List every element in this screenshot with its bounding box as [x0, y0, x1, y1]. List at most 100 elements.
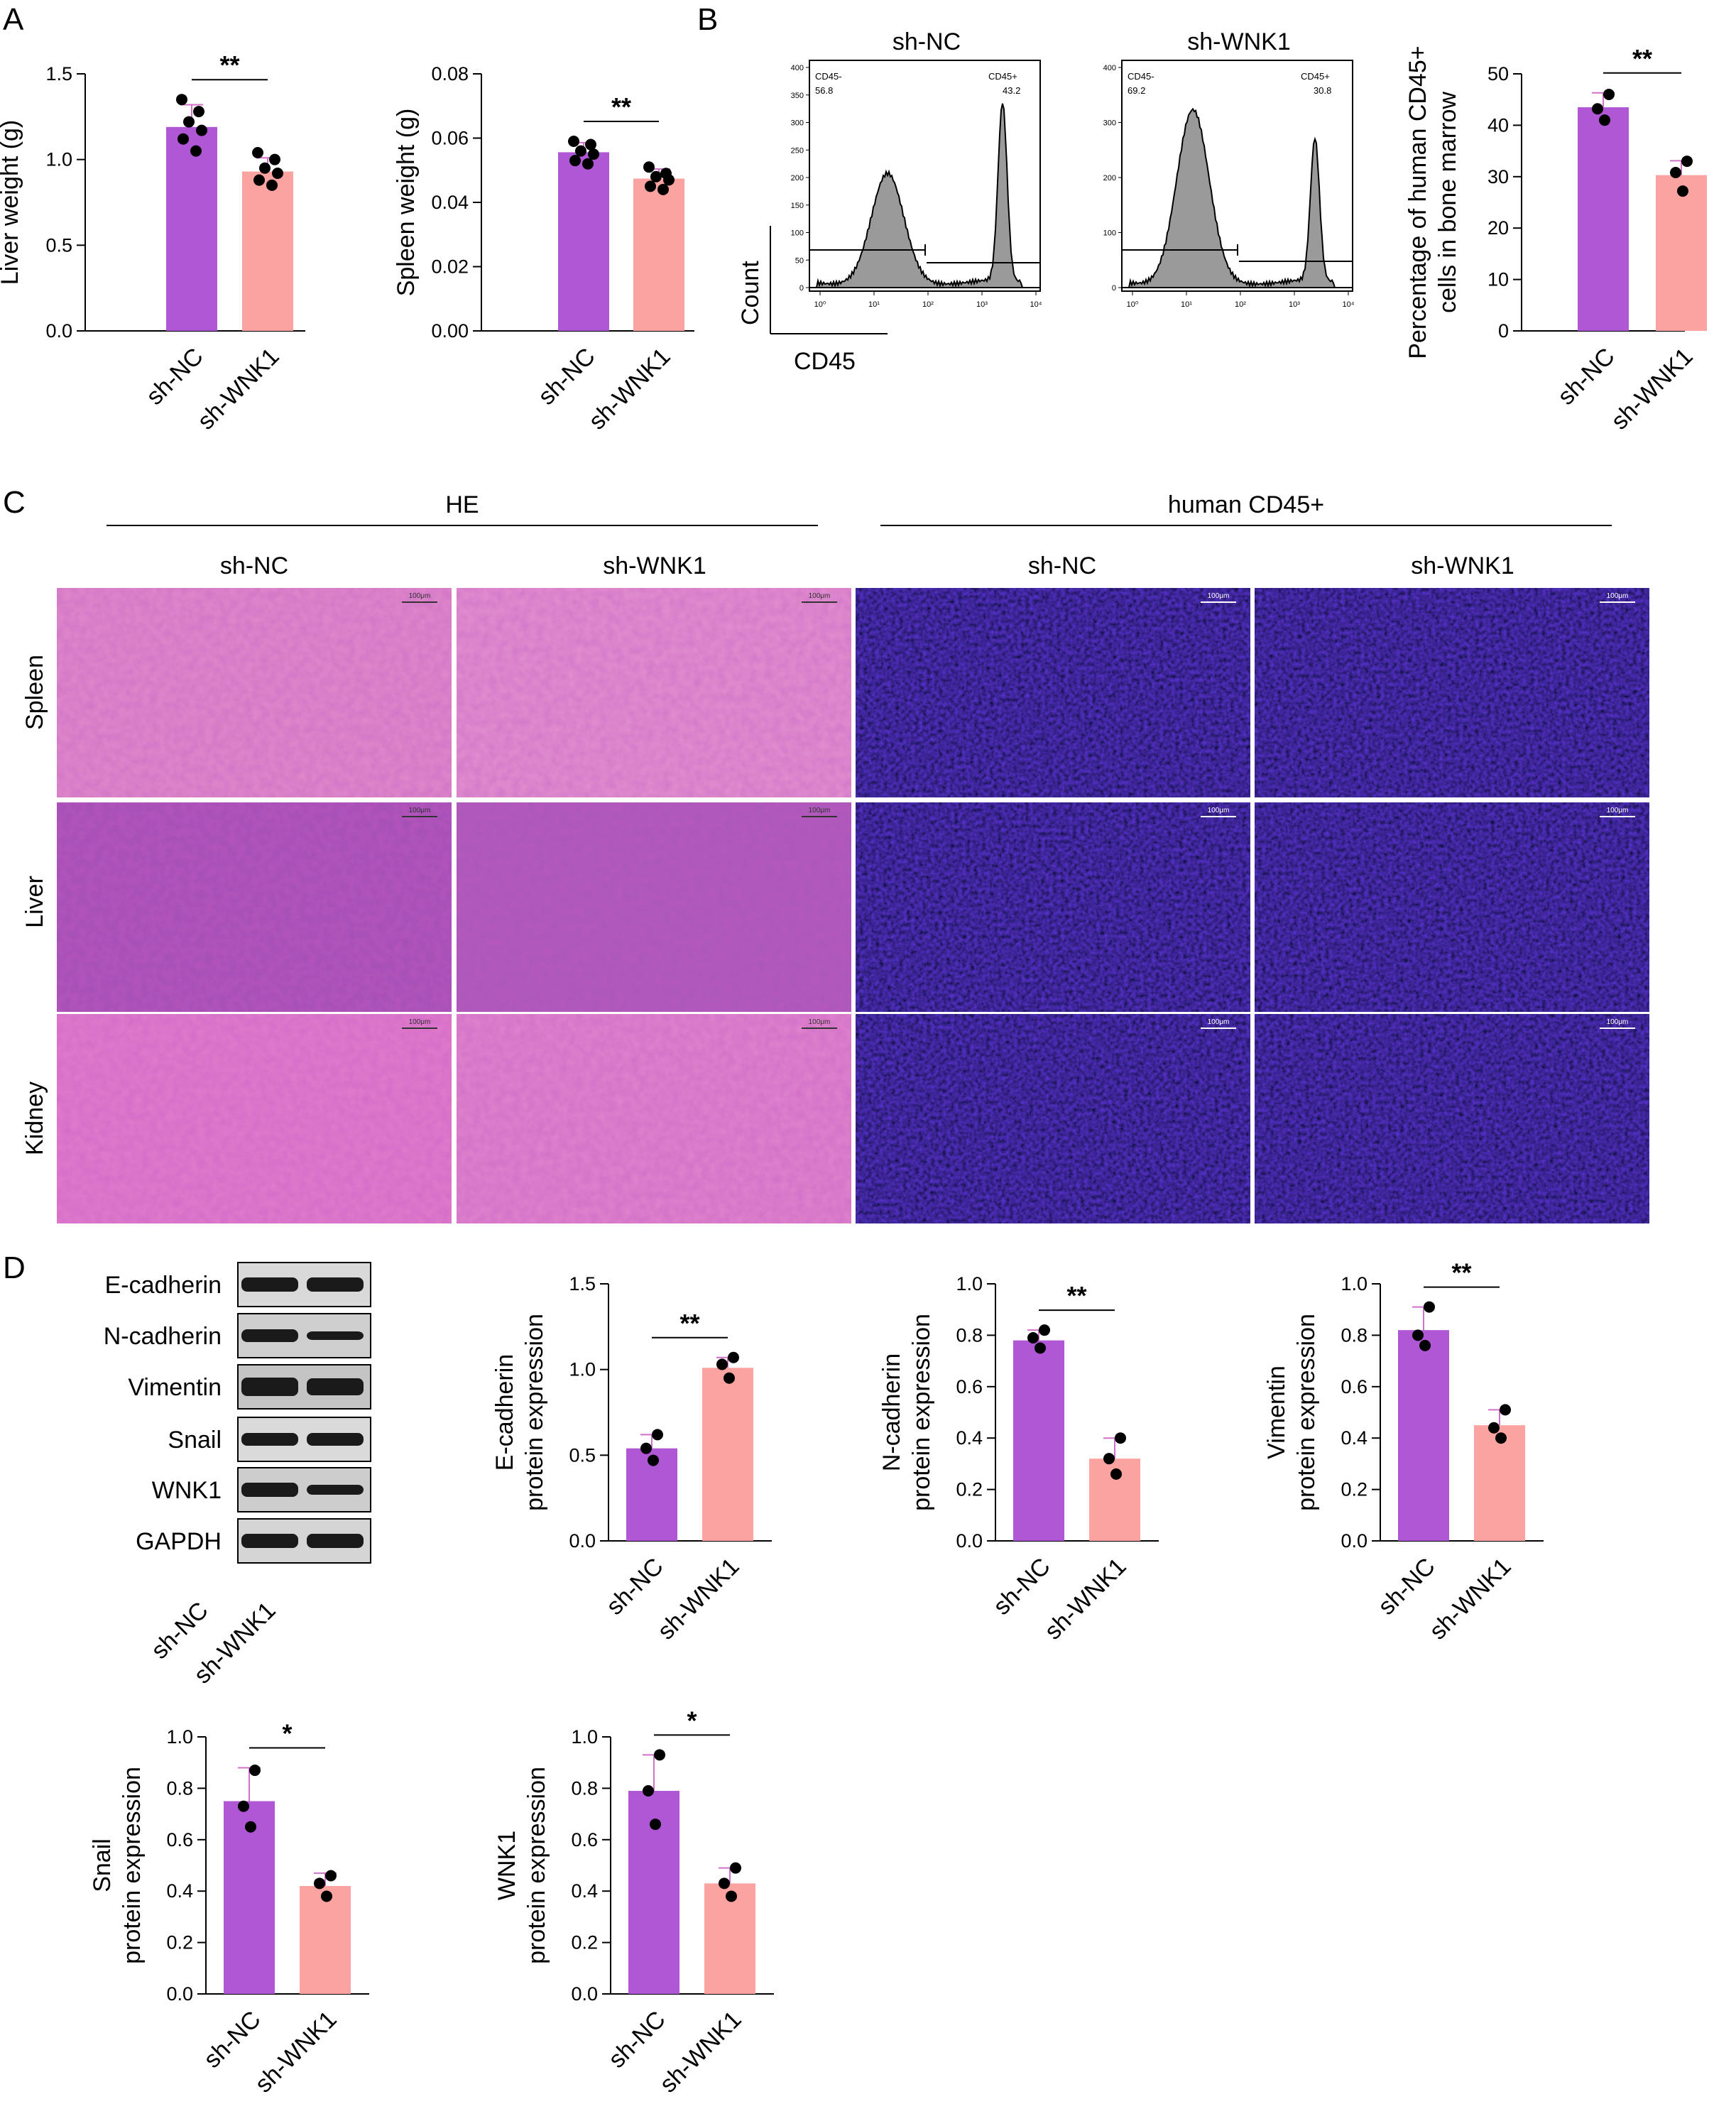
y-tick-label: 0.00: [431, 320, 469, 342]
data-point: [1103, 1453, 1115, 1465]
y-axis-title: protein expression: [908, 1314, 935, 1511]
flow-title-sh-nc: sh-NC: [892, 28, 961, 55]
flow-x-tick-label: 10³: [1289, 300, 1300, 309]
flow-x-tick-label: 10⁴: [1343, 300, 1355, 309]
scale-bar-label: 100μm: [409, 1018, 431, 1026]
panel-letter-a: A: [3, 2, 24, 37]
significance-marker: **: [1632, 44, 1652, 73]
histology-panel: HE human CD45+ sh-NC sh-WNK1 sh-NC sh-WN…: [21, 491, 1649, 1223]
gate-neg-value-sh-nc: 56.8: [815, 85, 833, 96]
y-axis-title: Snail: [89, 1838, 116, 1892]
data-point: [1412, 1329, 1424, 1341]
flow-title-sh-wnk1: sh-WNK1: [1187, 28, 1290, 55]
gate-neg-value-sh-wnk1: 69.2: [1128, 85, 1145, 96]
y-axis-title: Liver weight (g): [0, 120, 23, 285]
y-tick-label: 1.0: [571, 1726, 598, 1748]
data-point: [249, 1765, 261, 1777]
micrograph-kidney-cd45-sh-wnk1: [1255, 1014, 1649, 1223]
y-tick-label: 0.2: [956, 1479, 983, 1500]
y-tick-label: 0.8: [571, 1777, 598, 1799]
y-tick-label: 1.5: [569, 1273, 596, 1294]
micrograph-kidney-he-sh-nc: [57, 1014, 452, 1223]
blot-band: [241, 1433, 298, 1446]
y-axis-title: E-cadherin: [491, 1354, 518, 1471]
western-blot: E-cadherin N-cadherin Vimentin Snail WNK1 GAP…: [104, 1262, 371, 1689]
flow-cytometry-panel: sh-NC sh-WNK1 0 50 100 150 200 250 300 350 400 10…: [737, 28, 1355, 375]
x-category-label: sh-WNK1: [1039, 1553, 1132, 1645]
significance-marker: *: [282, 1718, 292, 1748]
histology-col-he-sh-wnk1: sh-WNK1: [603, 552, 706, 579]
flow-frame-sh-nc: [809, 60, 1041, 292]
flow-y-tick-label: 300: [791, 119, 804, 128]
data-point: [1419, 1339, 1431, 1351]
significance-marker: *: [687, 1706, 697, 1735]
significance-marker: **: [1066, 1281, 1086, 1310]
x-category-label: sh-NC: [199, 2006, 266, 2073]
data-point: [193, 106, 204, 118]
flow-x-tick-label: 10⁰: [814, 300, 826, 309]
bar-sh-wnk1: [300, 1885, 351, 1994]
blot-label-snail: Snail: [168, 1427, 222, 1454]
flow-x-tick-label: 10²: [922, 300, 934, 309]
data-point: [1110, 1468, 1122, 1480]
gate-pos-label-sh-wnk1: CD45+: [1301, 71, 1330, 82]
flow-x-tick-label: 10³: [976, 300, 988, 309]
panel-letter-c: C: [3, 485, 26, 520]
blot-label-wnk1: WNK1: [152, 1477, 222, 1504]
data-point: [1681, 156, 1693, 168]
blot-label-n-cadherin: N-cadherin: [104, 1323, 222, 1350]
bar-chart-vimentin: 0.0 0.2 0.4 0.6 0.8 1.0 Vimentin protein expres…: [1263, 1258, 1544, 1645]
bar-sh-wnk1: [1474, 1425, 1525, 1541]
x-category-label: sh-WNK1: [192, 343, 285, 435]
y-tick-label: 0.02: [431, 256, 469, 278]
x-category-label: sh-NC: [141, 343, 209, 410]
y-tick-label: 0.0: [45, 320, 72, 342]
flow-histogram-curve-sh-nc: [809, 103, 1040, 288]
cd45-group-label: human CD45+: [1168, 491, 1324, 518]
blot-band: [241, 1483, 298, 1497]
y-tick-label: 0.08: [431, 63, 469, 85]
gate-pos-value-sh-wnk1: 30.8: [1314, 85, 1331, 96]
x-category-label: sh-NC: [988, 1553, 1056, 1620]
data-point: [1027, 1332, 1039, 1344]
data-point: [1424, 1301, 1435, 1313]
y-tick-label: 0.2: [166, 1932, 193, 1953]
y-tick-label: 0.0: [1341, 1530, 1367, 1552]
x-category-label: sh-WNK1: [653, 1553, 745, 1645]
y-tick-label: 1.0: [1341, 1273, 1367, 1294]
data-point: [1592, 103, 1603, 115]
flow-x-tick-label: 10⁰: [1127, 300, 1139, 309]
data-point: [1603, 88, 1615, 100]
y-axis-title: protein expression: [119, 1767, 146, 1964]
flow-cd45-label: CD45: [794, 348, 856, 375]
data-point: [569, 155, 581, 167]
wb-lane-sh-nc: sh-NC: [146, 1597, 214, 1664]
blot-label-gapdh: GAPDH: [136, 1528, 222, 1555]
data-point: [325, 1870, 337, 1882]
cd45-signal-overlay: [856, 1014, 1250, 1223]
y-axis-title: Percentage of human CD45+: [1404, 45, 1431, 359]
y-tick-label: 1.5: [45, 63, 72, 85]
data-point: [1495, 1432, 1507, 1444]
y-tick-label: 50: [1487, 63, 1509, 85]
scale-bar-label: 100μm: [1208, 1018, 1230, 1026]
gate-pos-label-sh-nc: CD45+: [988, 71, 1017, 82]
y-axis-title: WNK1: [493, 1831, 520, 1900]
data-point: [1599, 114, 1610, 126]
y-tick-label: 1.0: [45, 149, 72, 170]
y-tick-label: 0.06: [431, 128, 469, 149]
data-point: [269, 153, 280, 165]
data-point: [183, 116, 195, 128]
scale-bar-label: 100μm: [809, 592, 831, 600]
flow-histogram-curve-sh-wnk1: [1121, 107, 1353, 288]
bar-sh-nc: [224, 1801, 275, 1994]
bar-sh-nc: [1013, 1340, 1064, 1541]
y-tick-label: 20: [1487, 217, 1509, 239]
data-point: [588, 148, 599, 160]
panel-letter-d: D: [3, 1250, 26, 1285]
micrograph-spleen-cd45-sh-wnk1: [1255, 588, 1649, 797]
y-tick-label: 0.4: [1341, 1427, 1367, 1449]
x-category-label: sh-WNK1: [584, 343, 676, 435]
x-category-label: sh-WNK1: [250, 2006, 342, 2098]
